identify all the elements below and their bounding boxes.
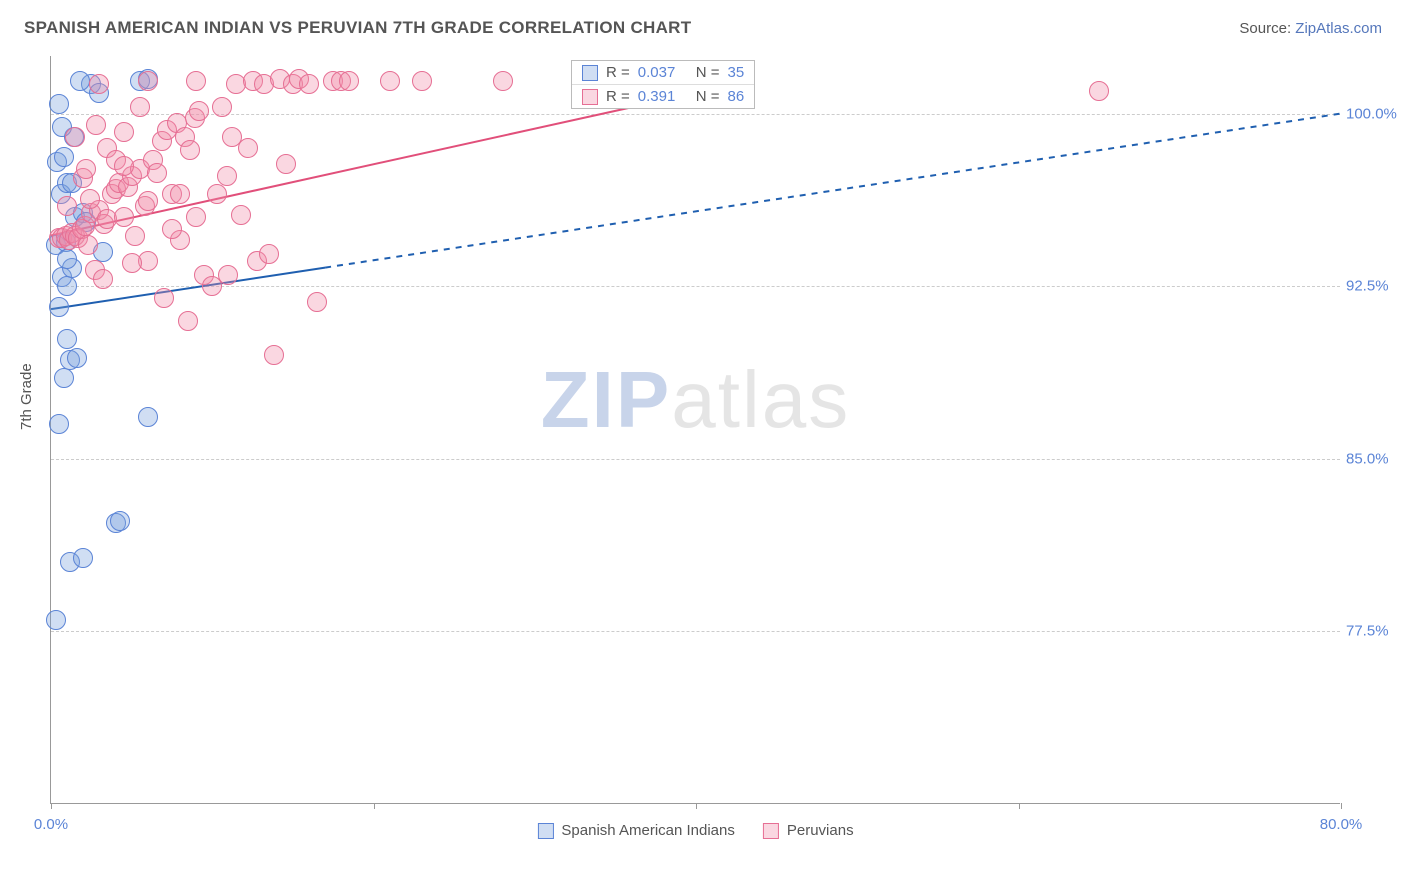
chart-title: SPANISH AMERICAN INDIAN VS PERUVIAN 7TH … bbox=[24, 18, 691, 38]
scatter-point bbox=[138, 191, 158, 211]
scatter-point bbox=[299, 74, 319, 94]
scatter-point bbox=[180, 140, 200, 160]
scatter-point bbox=[138, 71, 158, 91]
scatter-point bbox=[57, 196, 77, 216]
scatter-point bbox=[170, 184, 190, 204]
scatter-point bbox=[67, 348, 87, 368]
scatter-point bbox=[147, 163, 167, 183]
scatter-point bbox=[125, 226, 145, 246]
stat-r-label: R = bbox=[606, 88, 630, 105]
scatter-point bbox=[49, 94, 69, 114]
scatter-point bbox=[114, 156, 134, 176]
scatter-point bbox=[57, 329, 77, 349]
source-label: Source: ZipAtlas.com bbox=[1239, 20, 1382, 37]
scatter-point bbox=[130, 97, 150, 117]
legend-swatch bbox=[763, 823, 779, 839]
x-tick-label: 80.0% bbox=[1320, 816, 1363, 833]
statbox-row: R = 0.391 N = 86 bbox=[572, 85, 754, 108]
scatter-point bbox=[339, 71, 359, 91]
legend-item: Spanish American Indians bbox=[537, 822, 734, 839]
y-axis-label: 7th Grade bbox=[18, 363, 35, 430]
scatter-point bbox=[138, 407, 158, 427]
stat-r-label: R = bbox=[606, 64, 630, 81]
series-swatch bbox=[582, 65, 598, 81]
scatter-point bbox=[57, 249, 77, 269]
scatter-point bbox=[65, 127, 85, 147]
stat-r-value: 0.391 bbox=[638, 88, 688, 105]
stat-n-value: 35 bbox=[728, 64, 745, 81]
scatter-point bbox=[207, 184, 227, 204]
scatter-point bbox=[212, 97, 232, 117]
y-tick-label: 85.0% bbox=[1346, 450, 1406, 467]
scatter-point bbox=[89, 74, 109, 94]
scatter-point bbox=[493, 71, 513, 91]
stat-n-label: N = bbox=[696, 88, 720, 105]
regression-line-dashed bbox=[325, 114, 1341, 268]
scatter-point bbox=[238, 138, 258, 158]
source-link[interactable]: ZipAtlas.com bbox=[1295, 20, 1382, 37]
scatter-point bbox=[70, 71, 90, 91]
x-tick bbox=[1341, 803, 1342, 809]
scatter-point bbox=[46, 610, 66, 630]
correlation-statbox: R = 0.037 N = 35 R = 0.391 N = 86 bbox=[571, 60, 755, 109]
y-tick-label: 92.5% bbox=[1346, 278, 1406, 295]
scatter-point bbox=[231, 205, 251, 225]
scatter-point bbox=[110, 511, 130, 531]
scatter-point bbox=[73, 548, 93, 568]
regression-overlay bbox=[51, 56, 1341, 804]
scatter-point bbox=[307, 292, 327, 312]
scatter-point bbox=[93, 269, 113, 289]
scatter-point bbox=[54, 368, 74, 388]
scatter-point bbox=[114, 207, 134, 227]
scatter-point bbox=[114, 122, 134, 142]
legend: Spanish American Indians Peruvians bbox=[537, 822, 853, 839]
legend-item: Peruvians bbox=[763, 822, 854, 839]
scatter-point bbox=[380, 71, 400, 91]
scatter-point bbox=[49, 414, 69, 434]
legend-swatch bbox=[537, 823, 553, 839]
x-tick-label: 0.0% bbox=[34, 816, 68, 833]
scatter-point bbox=[162, 219, 182, 239]
statbox-row: R = 0.037 N = 35 bbox=[572, 61, 754, 85]
scatter-point bbox=[186, 207, 206, 227]
series-swatch bbox=[582, 89, 598, 105]
y-tick-label: 100.0% bbox=[1346, 105, 1406, 122]
scatter-point bbox=[49, 297, 69, 317]
scatter-point bbox=[54, 147, 74, 167]
chart-plot-area: ZIPatlas 77.5%85.0%92.5%100.0%0.0%80.0%R… bbox=[50, 56, 1340, 804]
scatter-point bbox=[78, 235, 98, 255]
scatter-point bbox=[259, 244, 279, 264]
stat-n-value: 86 bbox=[728, 88, 745, 105]
scatter-point bbox=[1089, 81, 1109, 101]
y-tick-label: 77.5% bbox=[1346, 623, 1406, 640]
stat-n-label: N = bbox=[696, 64, 720, 81]
stat-r-value: 0.037 bbox=[638, 64, 688, 81]
scatter-point bbox=[80, 189, 100, 209]
scatter-point bbox=[217, 166, 237, 186]
scatter-point bbox=[276, 154, 296, 174]
legend-label: Spanish American Indians bbox=[561, 822, 734, 839]
scatter-point bbox=[86, 115, 106, 135]
scatter-point bbox=[154, 288, 174, 308]
scatter-point bbox=[122, 253, 142, 273]
scatter-point bbox=[218, 265, 238, 285]
scatter-point bbox=[178, 311, 198, 331]
scatter-point bbox=[186, 71, 206, 91]
scatter-point bbox=[412, 71, 432, 91]
scatter-point bbox=[76, 159, 96, 179]
scatter-point bbox=[57, 276, 77, 296]
scatter-point bbox=[189, 101, 209, 121]
legend-label: Peruvians bbox=[787, 822, 854, 839]
scatter-point bbox=[264, 345, 284, 365]
